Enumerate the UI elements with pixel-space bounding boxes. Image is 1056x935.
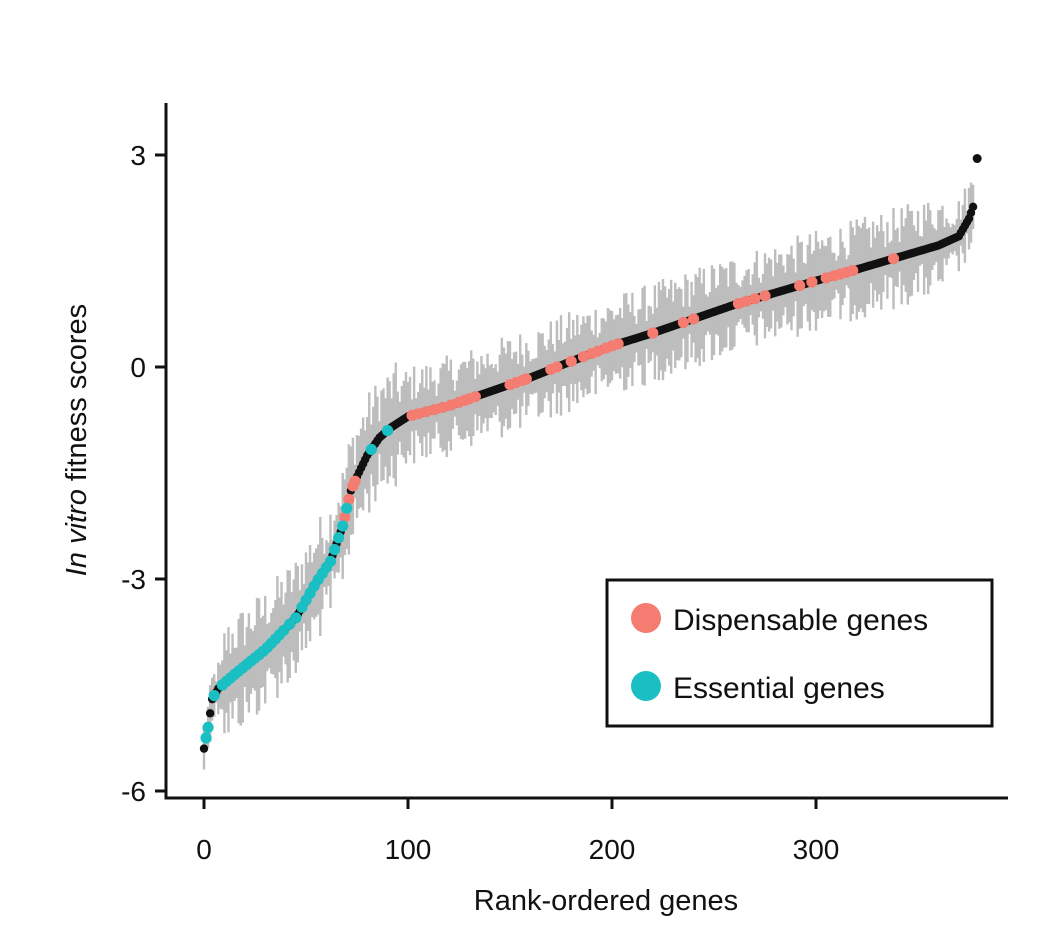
point-essential [202,721,214,734]
point-dispensable [806,276,818,288]
point-essential [337,520,349,532]
x-ticks: 0 100 200 300 [196,798,839,865]
point-other [205,709,215,718]
point-dispensable [847,265,859,277]
point-dispensable [349,475,361,487]
y-ticks: 3 0 -3 -6 [121,140,166,807]
point-dispensable [469,391,481,403]
point-essential [341,502,353,514]
legend-label-essential: Essential genes [673,672,885,705]
point-essential [328,543,341,556]
legend-box [605,578,994,728]
point-dispensable [749,293,761,305]
point-dispensable [688,313,700,325]
y-tick-label: -3 [121,564,146,595]
x-tick-label: 100 [385,834,432,865]
point-dispensable [794,279,806,292]
data-points [199,154,982,753]
point-essential [290,612,302,624]
point-essential [382,425,394,437]
point-other [968,202,978,212]
point-other [972,154,982,164]
point-dispensable [520,373,532,385]
point-essential [324,555,337,567]
point-other [199,744,209,753]
point-essential [200,732,212,744]
point-dispensable [565,355,577,367]
x-tick-label: 200 [589,834,636,865]
y-axis-title-italic: In vitro [61,489,93,576]
y-axis-title-rest: fitness scores [61,304,93,489]
y-tick-label: -6 [121,776,146,807]
point-dispensable [677,316,690,329]
point-dispensable [551,361,563,373]
point-dispensable [339,511,351,523]
y-axis-title: In vitro fitness scores [61,304,93,576]
point-dispensable [647,327,659,339]
legend-swatch-dispensable [631,603,661,633]
point-dispensable [759,290,771,302]
x-axis-title: Rank-ordered genes [474,885,738,917]
legend-swatch-essential [631,671,661,701]
y-tick-label: 0 [130,352,146,383]
point-essential [208,690,220,702]
x-tick-label: 0 [196,834,212,865]
point-essential [333,532,345,544]
x-tick-label: 300 [793,834,840,865]
point-dispensable [343,493,355,506]
y-tick-label: 3 [130,140,146,171]
legend-label-dispensable: Dispensable genes [673,604,928,637]
legend: Dispensable genes Essential genes [605,578,994,728]
point-essential [365,443,377,456]
point-dispensable [612,338,624,350]
point-dispensable [887,253,900,265]
